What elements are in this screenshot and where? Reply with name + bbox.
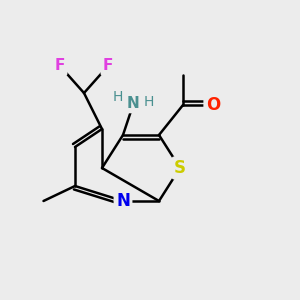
Text: O: O — [206, 96, 220, 114]
Text: H: H — [113, 90, 123, 104]
Text: F: F — [55, 58, 65, 74]
Text: N: N — [116, 192, 130, 210]
Text: S: S — [174, 159, 186, 177]
Text: H: H — [144, 95, 154, 109]
Text: F: F — [103, 58, 113, 74]
Text: N: N — [127, 96, 140, 111]
